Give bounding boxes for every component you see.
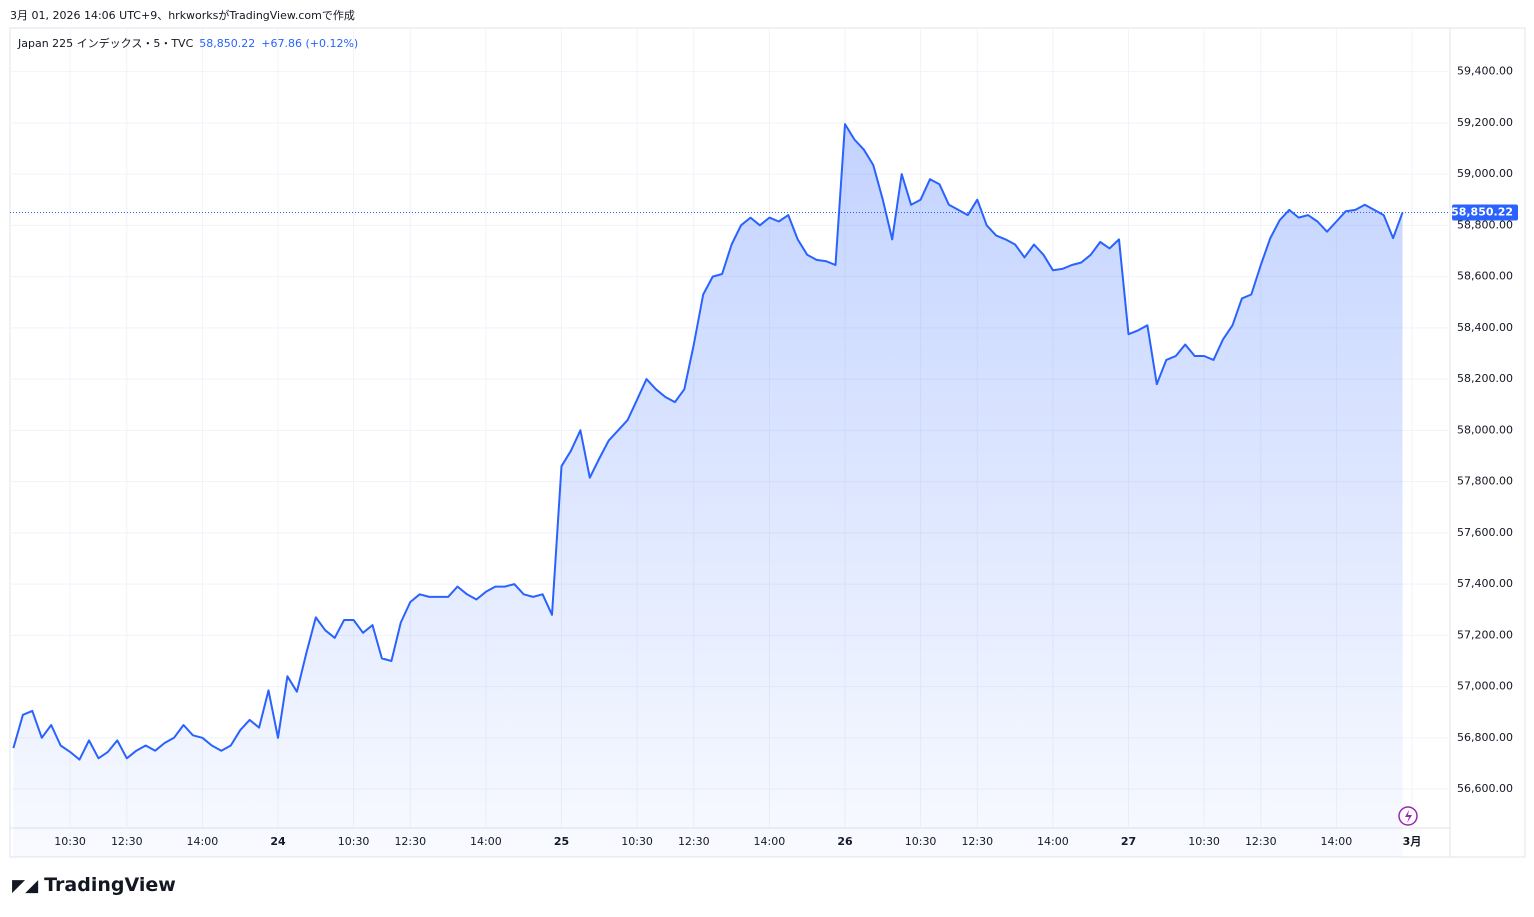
- y-tick-label: 58,600.00: [1457, 270, 1513, 283]
- brand-mark: ◤◢: [12, 876, 39, 896]
- symbol-info: Japan 225 インデックス・5・TVC 58,850.22 +67.86 (+…: [18, 35, 358, 51]
- y-tick-label: 56,800.00: [1457, 731, 1513, 744]
- brand-logo: ◤◢ TradingView: [12, 874, 176, 896]
- change: +67.86 (+0.12%): [261, 37, 359, 50]
- y-tick-label: 57,800.00: [1457, 475, 1513, 488]
- alert-bolt: [1405, 810, 1412, 823]
- y-tick-label: 57,400.00: [1457, 577, 1513, 590]
- price: 58,850.22: [199, 37, 256, 50]
- y-tick-label: 57,000.00: [1457, 680, 1513, 693]
- y-tick-label: 57,200.00: [1457, 628, 1513, 641]
- area-fill: [13, 124, 1403, 858]
- caption: 3月 01, 2026 14:06 UTC+9、hrkworksがTrading…: [10, 9, 355, 22]
- y-tick-label: 58,200.00: [1457, 372, 1513, 385]
- y-tick-label: 56,600.00: [1457, 782, 1513, 795]
- y-tick-label: 59,200.00: [1457, 116, 1513, 129]
- last-price-tag: [1452, 204, 1518, 221]
- y-tick-label: 58,400.00: [1457, 321, 1513, 334]
- brand: TradingView: [44, 874, 176, 896]
- y-tick-label: 59,000.00: [1457, 167, 1513, 180]
- last-price-label: 58,850.22: [1451, 205, 1513, 218]
- price-line: [12, 123, 1404, 761]
- x-tick-label: 3月: [1403, 835, 1422, 848]
- y-tick-label: 59,400.00: [1457, 65, 1513, 78]
- y-tick-label: 58,800.00: [1457, 218, 1513, 231]
- y-tick-label: 57,600.00: [1457, 526, 1513, 539]
- symbol: Japan 225 インデックス・5・TVC: [18, 37, 194, 50]
- y-tick-label: 58,000.00: [1457, 423, 1513, 436]
